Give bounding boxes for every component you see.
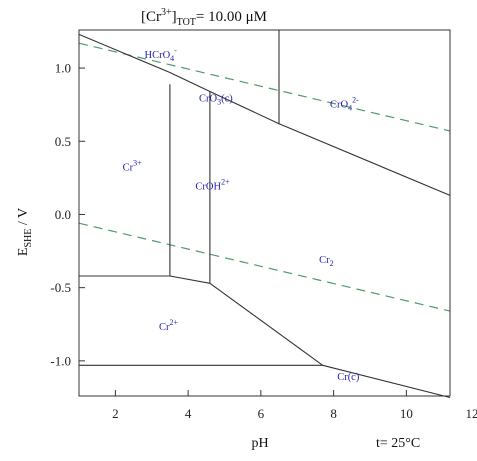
- x-tick-label-3: 6: [258, 406, 265, 421]
- boundary-line-9: [322, 364, 451, 399]
- species-label-5: CrOH2+: [195, 178, 230, 193]
- y-tick-label-3: 0.0: [55, 207, 71, 222]
- species-label-7: Cr2+: [159, 318, 179, 333]
- y-tick-label-5: -1.0: [50, 353, 71, 368]
- water-stability-lines: [78, 42, 451, 312]
- y-tick-label-1: 1.0: [55, 61, 71, 76]
- species-label-1: HCrO4-: [145, 46, 178, 63]
- chart-title: [Cr3+]TOT= 10.00 μM: [141, 7, 267, 28]
- y-tick-label-2: 0.5: [55, 134, 71, 149]
- y-tick-label-4: -0.5: [50, 280, 71, 295]
- x-tick-label-6: 12: [466, 406, 477, 421]
- species-labels: HCrO4- CrO42- CrO3(c) Cr3+ CrOH2+ Cr2 Cr2+ Cr(c…: [123, 46, 360, 383]
- x-tick-label-2: 4: [185, 406, 192, 421]
- water-line-2: [78, 222, 451, 312]
- temperature-note: t= 25°C: [376, 436, 420, 451]
- boundary-lines: [78, 30, 451, 399]
- x-tick-label-1: 2: [112, 406, 119, 421]
- x-axis-ticks: 2 4 6 8 10 12: [112, 390, 477, 421]
- y-axis-title: ESHE / V: [16, 208, 34, 256]
- boundary-line-7: [209, 282, 324, 366]
- plot-frame: [78, 29, 451, 397]
- species-label-4: Cr3+: [123, 159, 143, 174]
- species-label-6: Cr2: [319, 255, 334, 268]
- x-axis-title: pH: [251, 436, 268, 451]
- x-tick-label-4: 8: [330, 406, 337, 421]
- boundary-line-6: [169, 275, 210, 284]
- x-tick-label-5: 10: [400, 406, 413, 421]
- species-label-8: Cr(c): [337, 372, 360, 383]
- water-line-1: [78, 42, 451, 132]
- boundary-line-1: [78, 33, 451, 196]
- species-label-2: CrO42-: [330, 96, 359, 113]
- species-label-3: CrO3(c): [199, 94, 233, 107]
- y-axis-ticks: 1.0 0.5 0.0 -0.5 -1.0: [50, 61, 85, 368]
